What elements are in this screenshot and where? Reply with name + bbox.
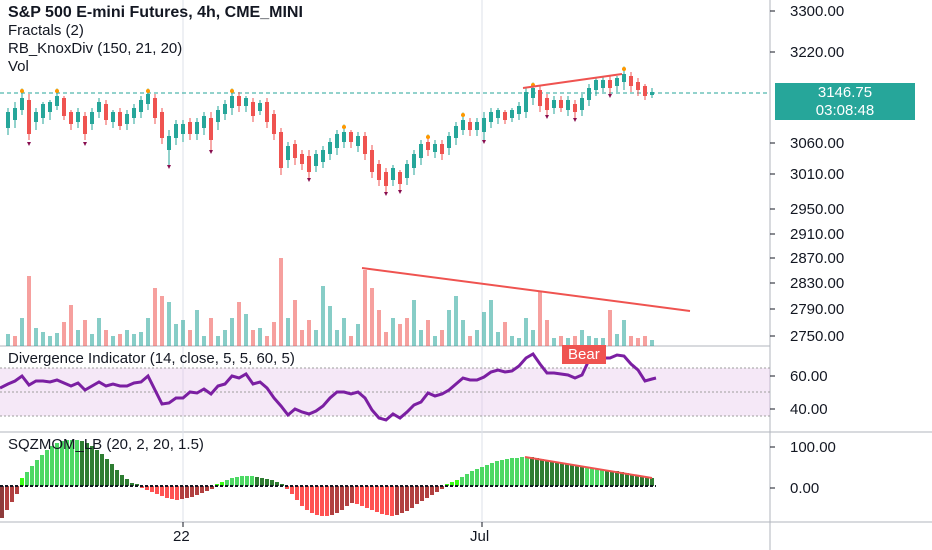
candles xyxy=(6,70,654,192)
last-price-badge: 3146.75 xyxy=(775,83,915,102)
axis-ticks xyxy=(182,10,775,527)
volume-divergence-line xyxy=(361,267,691,312)
price-tick: 2910.00 xyxy=(790,226,845,243)
div-tick: 40.00 xyxy=(790,401,828,418)
price-tick: 3220.00 xyxy=(790,44,845,61)
bar-countdown-badge: 03:08:48 xyxy=(775,101,915,120)
price-tick: 2950.00 xyxy=(790,201,845,218)
divergence-indicator-title[interactable]: Divergence Indicator (14, close, 5, 5, 6… xyxy=(8,350,295,367)
volume-bars xyxy=(6,258,654,346)
indicator-fractals-label[interactable]: Fractals (2) xyxy=(8,22,84,39)
price-divergence-line xyxy=(522,73,623,89)
sqzmom-indicator-title[interactable]: SQZMOM_LB (20, 2, 20, 1.5) xyxy=(8,436,204,453)
div-tick: 60.00 xyxy=(790,368,828,385)
price-tick: 2830.00 xyxy=(790,275,845,292)
price-tick: 2750.00 xyxy=(790,328,845,345)
time-label-22: 22 xyxy=(173,528,190,545)
sqz-tick: 0.00 xyxy=(790,480,820,497)
rsi-line xyxy=(0,352,657,422)
bear-signal-badge: Bear xyxy=(562,345,606,364)
price-tick: 3010.00 xyxy=(790,166,845,183)
price-tick: 2870.00 xyxy=(790,250,845,267)
indicator-knoxdiv-label[interactable]: RB_KnoxDiv (150, 21, 20) xyxy=(8,40,183,57)
indicator-vol-label[interactable]: Vol xyxy=(8,58,29,75)
sqz-divergence-line xyxy=(524,456,653,479)
price-tick: 2790.00 xyxy=(790,301,845,318)
chart-title: S&P 500 E-mini Futures, 4h, CME_MINI xyxy=(8,4,303,21)
fractal-markers xyxy=(20,66,626,196)
time-label-jul: Jul xyxy=(470,528,490,545)
sqz-tick: 100.00 xyxy=(790,439,836,456)
price-tick: 3060.00 xyxy=(790,135,845,152)
price-tick: 3300.00 xyxy=(790,3,845,20)
